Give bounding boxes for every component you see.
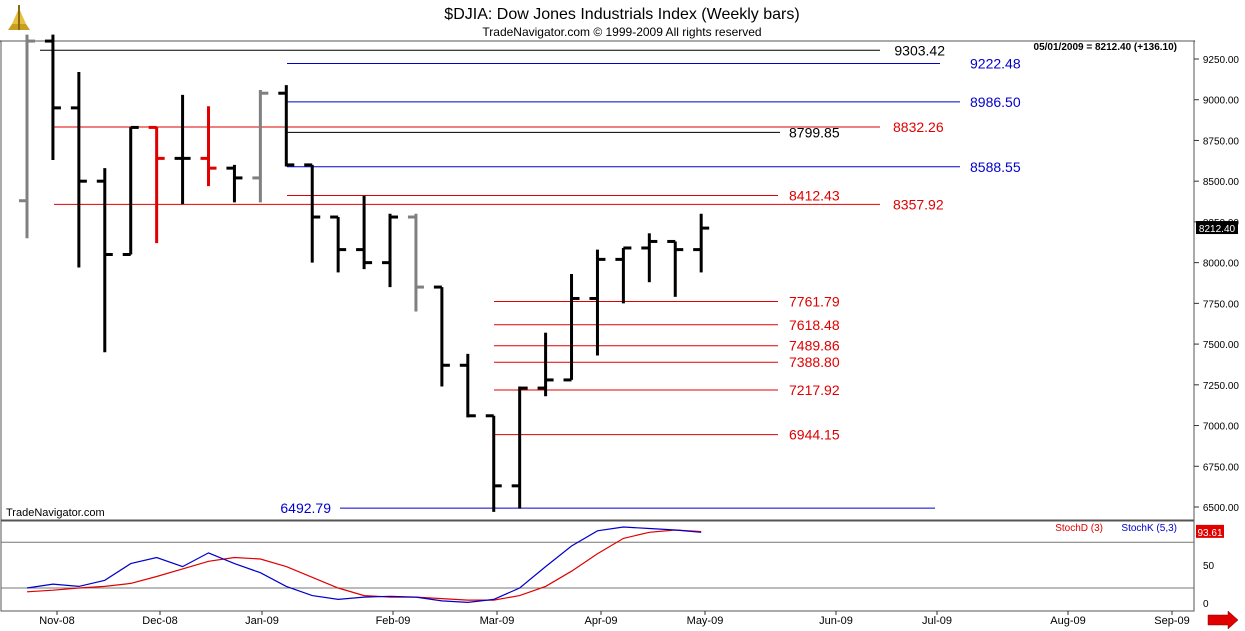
- level-label: 7761.79: [789, 293, 840, 309]
- x-tick-label: Aug-09: [1050, 615, 1085, 627]
- level-label: 7489.86: [789, 338, 840, 354]
- x-tick-label: Jan-09: [245, 615, 279, 627]
- price-tick-label: 7250.00: [1203, 381, 1240, 392]
- scroll-right-arrow-icon[interactable]: [1207, 610, 1239, 630]
- ohlc-bar: [485, 414, 502, 512]
- ohlc-bar: [174, 94, 191, 204]
- chart-title: $DJIA: Dow Jones Industrials Index (Week…: [444, 6, 799, 23]
- stoch-axis: 0 50 93.61: [1, 524, 1224, 610]
- level-label: 9303.42: [894, 42, 945, 58]
- price-tick-label: 6750.00: [1203, 462, 1240, 473]
- ohlc-bar: [19, 34, 35, 239]
- level-label: 7217.92: [789, 382, 840, 398]
- stoch-last-label: 93.61: [1197, 528, 1222, 539]
- ohlc-bar: [615, 246, 632, 304]
- stoch-series-line: [26, 526, 702, 604]
- x-tick-label: Feb-09: [376, 615, 411, 627]
- x-tick-label: Mar-09: [480, 615, 515, 627]
- stoch-legend: StochD (3) StochK (5,3): [1055, 523, 1177, 534]
- stoch-lines: [26, 526, 702, 604]
- ohlc-bar: [511, 386, 528, 509]
- x-tick-label: Nov-08: [39, 615, 74, 627]
- ohlc-bar: [589, 249, 606, 356]
- stoch-series-line: [26, 529, 702, 601]
- price-tick-label: 7000.00: [1203, 422, 1240, 433]
- x-tick-label: Apr-09: [584, 615, 617, 627]
- price-tick-label: 8750.00: [1203, 136, 1240, 147]
- stoch-tick-label: 50: [1203, 561, 1215, 572]
- ohlc-bar: [537, 332, 554, 397]
- x-tick-label: May-09: [687, 615, 724, 627]
- level-label: 7618.48: [789, 317, 840, 333]
- ohlc-bar: [356, 195, 373, 270]
- x-tick-label: Sep-09: [1154, 615, 1189, 627]
- price-tick-label: 6500.00: [1203, 503, 1240, 514]
- price-tick-label: 9000.00: [1203, 96, 1240, 107]
- stoch-last-marker: [1196, 524, 1224, 538]
- price-panel: [0, 40, 1195, 521]
- ohlc-bar: [382, 213, 399, 288]
- price-tick-label: 7750.00: [1203, 299, 1240, 310]
- x-tick-label: Jun-09: [819, 615, 853, 627]
- last-price-marker: [1196, 221, 1238, 235]
- ohlc-bar: [641, 233, 658, 283]
- level-label: 9222.48: [970, 55, 1021, 71]
- ohlc-bar: [304, 163, 321, 263]
- last-quote: 05/01/2009 = 8212.40 (+136.10): [1034, 42, 1177, 53]
- ohlc-bar: [148, 125, 165, 244]
- watermark: TradeNavigator.com: [6, 507, 105, 519]
- level-label: 7388.80: [789, 354, 840, 370]
- level-label: 8832.26: [893, 119, 944, 135]
- level-label: 8986.50: [970, 94, 1021, 110]
- ohlc-bar: [407, 213, 424, 312]
- last-price-label: 8212.40: [1199, 224, 1236, 235]
- ohlc-bar: [667, 239, 684, 297]
- ohlc-bar: [563, 274, 580, 382]
- price-tick-label: 7500.00: [1203, 340, 1240, 351]
- ohlc-bar: [433, 285, 450, 387]
- x-tick-label: Jul-09: [922, 615, 952, 627]
- ohlc-bar: [693, 213, 710, 273]
- level-label: 8588.55: [970, 159, 1021, 175]
- ohlc-bar: [44, 34, 61, 161]
- stoch-k-legend: StochK (5,3): [1121, 523, 1177, 534]
- price-axis: 6500.00 6750.00 7000.00 7250.00 7500.00 7750.…: [1194, 55, 1239, 514]
- level-label: 8799.85: [789, 124, 840, 140]
- level-label: 8357.92: [893, 196, 944, 212]
- ohlc-bar: [330, 215, 347, 273]
- level-label: 8412.43: [789, 187, 840, 203]
- ohlc-bar: [226, 164, 243, 203]
- stoch-tick-label: 0: [1203, 599, 1209, 610]
- ohlc-bar: [96, 168, 113, 353]
- ohlc-bar: [122, 125, 139, 256]
- ohlc-bar: [459, 353, 476, 418]
- stoch-d-legend: StochD (3): [1055, 523, 1103, 534]
- copyright: TradeNavigator.com © 1999-2009 All right…: [482, 25, 761, 39]
- ohlc-bar: [252, 89, 269, 203]
- x-axis: Nov-08 Dec-08 Jan-09 Feb-09 Mar-09 Apr-09 May-…: [39, 611, 1190, 627]
- price-tick-label: 8000.00: [1203, 259, 1240, 270]
- logo-icon: [8, 5, 30, 30]
- ohlc-bar: [200, 106, 217, 187]
- ohlc-bar: [278, 85, 295, 167]
- level-label: 6492.79: [280, 500, 331, 516]
- level-lines: 9303.42 9222.48 8986.50 8832.26 8799.85 8588.…: [40, 42, 1021, 516]
- price-tick-label: 9250.00: [1203, 55, 1240, 66]
- ohlc-bar: [70, 72, 87, 268]
- x-tick-label: Dec-08: [142, 615, 177, 627]
- price-bars: [19, 34, 710, 512]
- level-label: 6944.15: [789, 427, 840, 443]
- price-tick-label: 8500.00: [1203, 177, 1240, 188]
